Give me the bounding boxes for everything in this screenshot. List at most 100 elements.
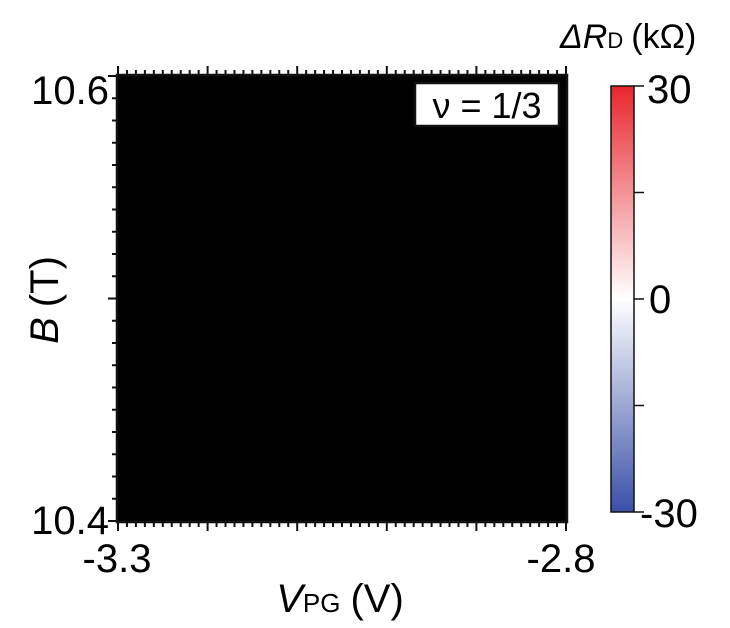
heatmap-cell	[262, 199, 267, 204]
heatmap-cell	[362, 143, 367, 148]
heatmap-cell	[246, 234, 251, 240]
heatmap-cell	[438, 155, 443, 160]
heatmap-cell	[330, 115, 335, 121]
heatmap-cell	[138, 143, 143, 148]
heatmap-cell	[282, 127, 287, 133]
heatmap-cell	[142, 127, 147, 133]
heatmap-cell	[150, 135, 155, 140]
heatmap-cell	[310, 211, 315, 216]
heatmap-cell	[438, 203, 443, 208]
heatmap-cell	[378, 151, 383, 156]
heatmap-cell	[514, 215, 519, 220]
heatmap-cell	[358, 143, 363, 148]
heatmap-cell	[502, 159, 507, 164]
heatmap-cell	[246, 147, 251, 152]
heatmap-cell	[522, 219, 527, 224]
heatmap-cell	[494, 183, 499, 188]
heatmap-cell	[358, 91, 363, 97]
heatmap-cell	[310, 195, 315, 200]
heatmap-cell	[526, 139, 531, 144]
heatmap-cell	[302, 107, 307, 113]
heatmap-cell	[502, 139, 507, 144]
heatmap-cell	[474, 195, 479, 200]
heatmap-cell	[406, 147, 411, 152]
heatmap-cell	[498, 171, 503, 176]
heatmap-cell	[258, 151, 263, 156]
heatmap-cell	[386, 115, 391, 121]
heatmap-cell	[354, 99, 359, 105]
heatmap-cell	[542, 139, 547, 144]
heatmap-cell	[386, 187, 391, 192]
heatmap-cell	[558, 215, 563, 220]
heatmap-cell	[526, 183, 531, 188]
heatmap-cell	[406, 187, 411, 192]
heatmap-cell	[286, 179, 291, 184]
heatmap-cell	[238, 250, 243, 256]
heatmap-cell	[398, 203, 403, 208]
heatmap-cell	[346, 91, 351, 97]
heatmap-cell	[386, 95, 391, 101]
heatmap-cell	[390, 87, 395, 93]
heatmap-cell	[542, 187, 547, 192]
heatmap-cell	[162, 187, 167, 192]
heatmap-cell	[222, 230, 227, 236]
heatmap-cell	[194, 119, 199, 125]
heatmap-cell	[198, 103, 203, 109]
heatmap-cell	[402, 131, 407, 136]
heatmap-cell	[418, 195, 423, 200]
heatmap-cell	[490, 183, 495, 188]
heatmap-cell	[154, 76, 159, 81]
heatmap-cell	[338, 119, 343, 125]
heatmap-cell	[494, 163, 499, 168]
heatmap-cell	[442, 155, 447, 160]
heatmap-cell	[206, 107, 211, 113]
heatmap-cell	[298, 207, 303, 212]
heatmap-cell	[414, 179, 419, 184]
heatmap-cell	[230, 87, 235, 93]
heatmap-cell	[322, 203, 327, 208]
heatmap-cell	[330, 155, 335, 160]
heatmap-cell	[446, 234, 451, 240]
heatmap-cell	[214, 171, 219, 176]
heatmap-cell	[294, 163, 299, 168]
heatmap-cell	[402, 187, 407, 192]
heatmap-cell	[186, 83, 191, 89]
heatmap-cell	[286, 207, 291, 212]
heatmap-cell	[338, 230, 343, 236]
heatmap-cell	[502, 246, 507, 252]
heatmap-cell	[190, 87, 195, 93]
heatmap-cell	[510, 246, 515, 252]
heatmap-cell	[150, 195, 155, 200]
heatmap-cell	[150, 171, 155, 176]
heatmap-cell	[298, 179, 303, 184]
heatmap-cell	[334, 95, 339, 101]
heatmap-cell	[162, 95, 167, 101]
heatmap-cell	[558, 219, 563, 224]
heatmap-cell	[306, 87, 311, 93]
heatmap-cell	[342, 131, 347, 136]
heatmap-cell	[162, 207, 167, 212]
heatmap-cell	[362, 203, 367, 208]
heatmap-cell	[302, 167, 307, 172]
heatmap-cell	[278, 175, 283, 180]
heatmap-cell	[194, 167, 199, 172]
heatmap-cell	[142, 119, 147, 125]
heatmap-cell	[378, 195, 383, 200]
heatmap-cell	[338, 203, 343, 208]
heatmap-cell	[138, 131, 143, 136]
heatmap-cell	[178, 151, 183, 156]
heatmap-cell	[470, 211, 475, 216]
heatmap-cell	[226, 183, 231, 188]
heatmap-cell	[362, 179, 367, 184]
heatmap-cell	[294, 226, 299, 232]
heatmap-cell	[318, 159, 323, 164]
heatmap-cell	[130, 187, 135, 192]
heatmap-cell	[430, 127, 435, 133]
heatmap-cell	[150, 179, 155, 184]
heatmap-cell	[498, 143, 503, 148]
heatmap-cell	[266, 215, 271, 220]
heatmap-cell	[158, 95, 163, 101]
heatmap-cell	[426, 246, 431, 252]
heatmap-cell	[122, 203, 127, 208]
heatmap-cell	[418, 143, 423, 148]
